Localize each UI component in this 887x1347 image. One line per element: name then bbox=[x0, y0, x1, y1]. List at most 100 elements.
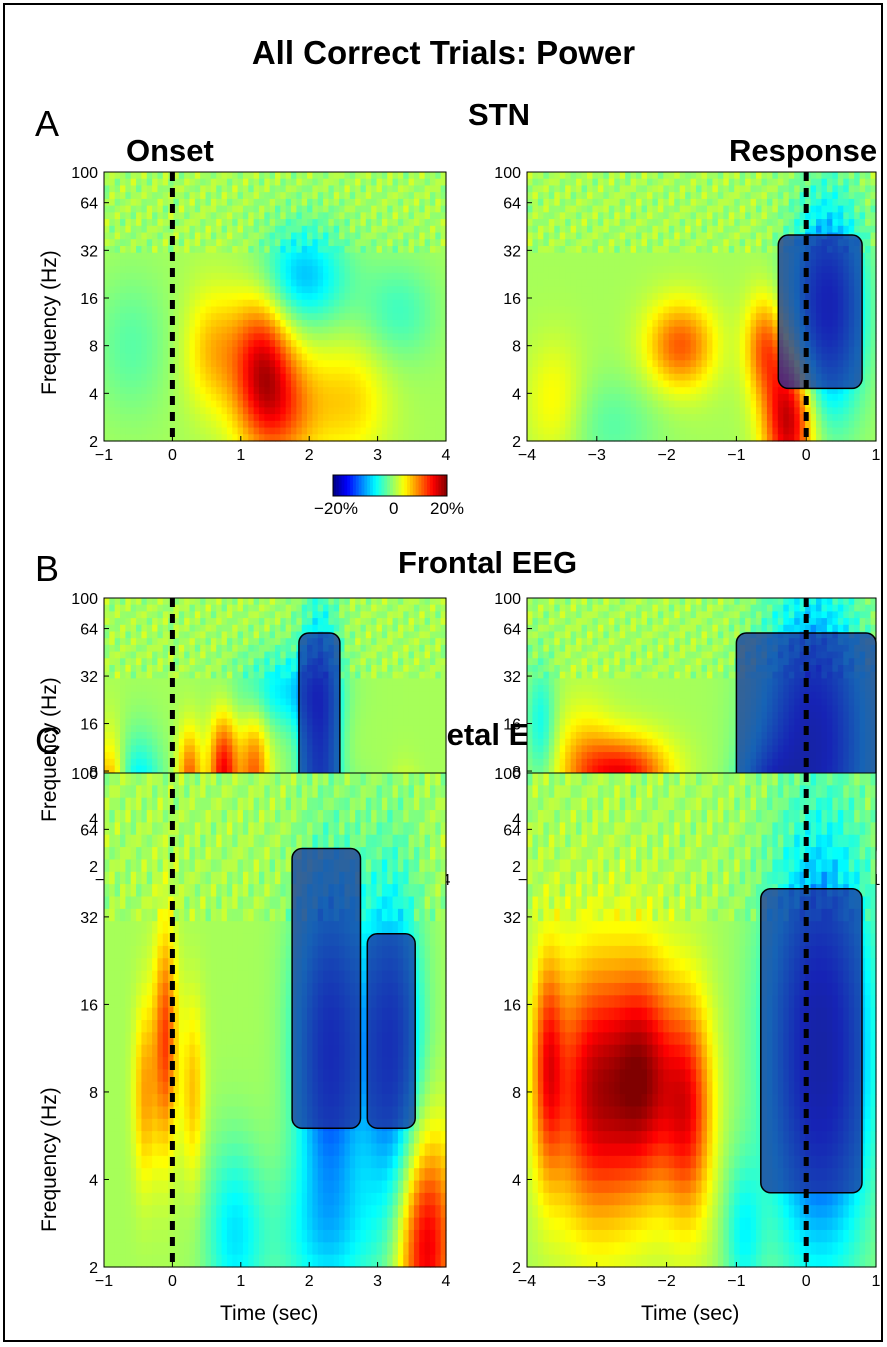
heatmap-cell bbox=[701, 286, 708, 294]
heatmap-cell bbox=[189, 272, 196, 281]
heatmap-cell bbox=[291, 219, 297, 227]
heatmap-cell bbox=[581, 279, 588, 287]
heatmap-cell bbox=[285, 414, 292, 422]
heatmap-cell bbox=[712, 245, 719, 254]
heatmap-cell bbox=[625, 367, 632, 375]
heatmap-cell bbox=[723, 178, 730, 187]
heatmap-cell bbox=[269, 212, 276, 220]
heatmap-cell bbox=[408, 414, 415, 422]
heatmap-cell bbox=[674, 393, 681, 402]
heatmap-cell bbox=[184, 272, 191, 281]
heatmap-cell bbox=[706, 185, 713, 193]
heatmap-cell bbox=[799, 185, 806, 193]
heatmap-cell bbox=[173, 293, 180, 301]
heatmap-cell bbox=[837, 172, 844, 180]
heatmap-cell bbox=[657, 279, 664, 287]
heatmap-cell bbox=[527, 279, 534, 287]
heatmap-cell bbox=[381, 353, 388, 361]
heatmap-cell bbox=[339, 212, 346, 220]
heatmap-cell bbox=[570, 225, 577, 234]
heatmap-cell bbox=[221, 205, 228, 213]
heatmap-cell bbox=[328, 219, 335, 227]
heatmap-cell bbox=[597, 259, 604, 267]
heatmap-cell bbox=[532, 192, 539, 200]
heatmap-cell bbox=[641, 373, 648, 382]
heatmap-cell bbox=[717, 299, 724, 308]
heatmap-cell bbox=[532, 360, 539, 368]
heatmap-cell bbox=[258, 259, 265, 267]
heatmap-cell bbox=[592, 239, 599, 247]
heatmap-cell bbox=[317, 346, 324, 355]
heatmap-cell bbox=[576, 353, 583, 361]
heatmap-cell bbox=[392, 178, 399, 187]
heatmap-cell bbox=[242, 259, 249, 267]
heatmap-cell bbox=[690, 192, 697, 200]
heatmap-cell bbox=[608, 178, 615, 187]
heatmap-cell bbox=[200, 293, 207, 301]
heatmap-cell bbox=[355, 245, 362, 254]
heatmap-cell bbox=[717, 266, 724, 274]
heatmap-cell bbox=[761, 400, 768, 408]
heatmap-cell bbox=[435, 434, 442, 442]
heatmap-cell bbox=[392, 245, 399, 254]
heatmap-cell bbox=[543, 259, 550, 267]
heatmap-cell bbox=[570, 326, 577, 334]
heatmap-cell bbox=[333, 272, 340, 281]
heatmap-cell bbox=[424, 326, 431, 334]
heatmap-cell bbox=[424, 252, 431, 261]
heatmap-cell bbox=[608, 245, 615, 254]
heatmap-cell bbox=[371, 387, 378, 395]
heatmap-cell bbox=[162, 313, 169, 321]
heatmap-cell bbox=[674, 192, 681, 200]
heatmap-cell bbox=[739, 259, 746, 267]
heatmap-cell bbox=[291, 172, 297, 180]
heatmap-cell bbox=[424, 367, 431, 375]
heatmap-cell bbox=[114, 299, 121, 308]
heatmap-cell bbox=[312, 225, 319, 234]
heatmap-cell bbox=[307, 414, 313, 422]
heatmap-cell bbox=[184, 239, 191, 247]
heatmap-cell bbox=[625, 198, 632, 207]
heatmap-cell bbox=[701, 252, 708, 261]
heatmap-cell bbox=[745, 313, 752, 321]
heatmap-cell bbox=[429, 434, 436, 442]
heatmap-cell bbox=[136, 225, 142, 234]
heatmap-cell bbox=[657, 192, 664, 200]
heatmap-cell bbox=[668, 266, 675, 274]
heatmap-cell bbox=[317, 266, 324, 274]
heatmap-cell bbox=[696, 219, 703, 227]
heatmap-cell bbox=[717, 340, 724, 348]
heatmap-cell bbox=[826, 414, 833, 422]
heatmap-cell bbox=[200, 306, 207, 314]
heatmap-cell bbox=[543, 185, 550, 193]
heatmap-cell bbox=[657, 205, 664, 213]
heatmap-cell bbox=[173, 434, 180, 442]
heatmap-cell bbox=[630, 393, 637, 402]
heatmap-cell bbox=[848, 198, 855, 207]
heatmap-cell bbox=[392, 306, 399, 314]
heatmap-cell bbox=[392, 387, 399, 395]
heatmap-cell bbox=[734, 326, 741, 334]
heatmap-cell bbox=[413, 293, 420, 301]
heatmap-cell bbox=[772, 407, 779, 415]
heatmap-cell bbox=[317, 252, 324, 261]
heatmap-cell bbox=[162, 239, 169, 247]
heatmap-cell bbox=[870, 266, 877, 274]
heatmap-cell bbox=[275, 393, 281, 402]
heatmap-cell bbox=[570, 239, 577, 247]
heatmap-cell bbox=[761, 225, 768, 234]
heatmap-cell bbox=[870, 279, 877, 287]
heatmap-cell bbox=[766, 333, 773, 341]
heatmap-cell bbox=[723, 272, 730, 281]
heatmap-cell bbox=[125, 326, 132, 334]
heatmap-cell bbox=[679, 333, 686, 341]
heatmap-cell bbox=[674, 373, 681, 382]
heatmap-cell bbox=[296, 259, 303, 267]
heatmap-cell bbox=[397, 333, 404, 341]
heatmap-cell bbox=[690, 225, 697, 234]
heatmap-cell bbox=[570, 340, 577, 348]
heatmap-cell bbox=[641, 340, 648, 348]
heatmap-cell bbox=[419, 427, 426, 435]
heatmap-cell bbox=[365, 353, 372, 361]
heatmap-cell bbox=[146, 279, 153, 287]
